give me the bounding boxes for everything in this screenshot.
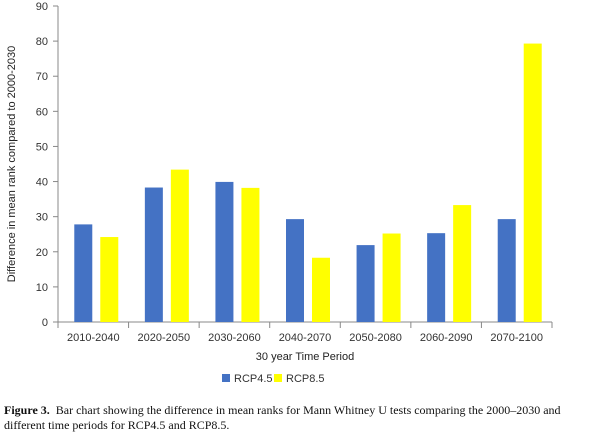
x-tick-label: 2060-2090 xyxy=(420,332,473,344)
y-tick-label: 10 xyxy=(36,282,48,294)
legend-swatch-rcp85 xyxy=(274,374,282,382)
bar-chart: 0 10 20 30 40 50 60 70 80 90 2010-2040 2020-2050 203… xyxy=(6,1,553,385)
bar-rcp85-1 xyxy=(170,169,189,322)
y-tick-label: 20 xyxy=(36,247,48,259)
x-tick-label: 2050-2080 xyxy=(349,332,402,344)
bar-rcp45-5 xyxy=(427,233,446,322)
bar-rcp85-3 xyxy=(312,257,330,322)
figure-caption-label: Figure 3. xyxy=(4,403,50,417)
y-tick-label: 0 xyxy=(42,317,48,329)
figure-caption-text: Bar chart showing the difference in mean… xyxy=(4,403,561,432)
figure-caption: Figure 3. Bar chart showing the differen… xyxy=(4,403,596,433)
legend-label: RCP4.5 xyxy=(234,373,273,385)
x-tick-label: 2040-2070 xyxy=(279,332,332,344)
y-tick-label: 80 xyxy=(36,36,48,48)
bar-rcp45-1 xyxy=(144,187,163,322)
x-tick-label: 2070-2100 xyxy=(490,332,543,344)
bar-rcp85-2 xyxy=(241,187,260,322)
bar-rcp45-0 xyxy=(74,224,93,322)
bar-rcp85-4 xyxy=(382,233,401,322)
x-tick-label: 2020-2050 xyxy=(138,332,191,344)
y-tick-label: 40 xyxy=(36,177,48,189)
y-tick-label: 50 xyxy=(36,141,48,153)
y-tick-label: 70 xyxy=(36,71,48,83)
bar-rcp45-6 xyxy=(497,219,516,322)
x-axis-title: 30 year Time Period xyxy=(256,351,354,363)
legend-swatch-rcp45 xyxy=(222,374,230,382)
y-tick-label: 90 xyxy=(36,1,48,13)
y-tick-label: 30 xyxy=(36,212,48,224)
bar-rcp85-0 xyxy=(100,237,119,322)
bar-rcp85-5 xyxy=(453,205,472,322)
x-tick-label: 2030-2060 xyxy=(208,332,261,344)
legend-label: RCP8.5 xyxy=(286,373,325,385)
y-axis-title: Difference in mean rank compared to 2000… xyxy=(6,46,18,282)
bar-rcp45-2 xyxy=(215,181,234,322)
y-tick-label: 60 xyxy=(36,106,48,118)
bar-rcp85-6 xyxy=(523,43,542,323)
bar-rcp45-3 xyxy=(286,219,304,322)
bar-rcp45-4 xyxy=(356,245,375,322)
x-tick-label: 2010-2040 xyxy=(67,332,120,344)
